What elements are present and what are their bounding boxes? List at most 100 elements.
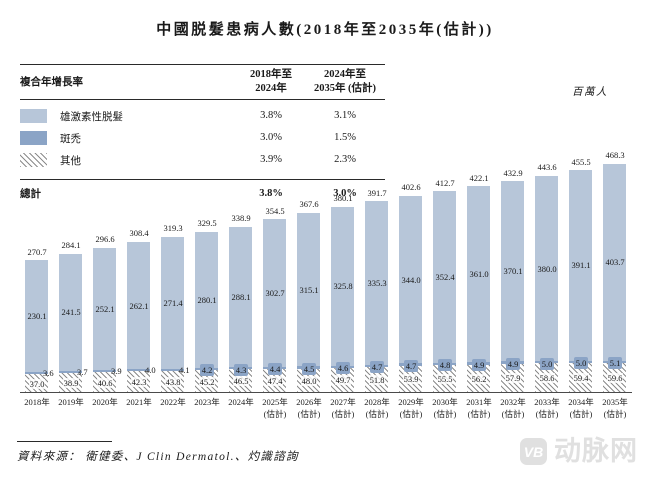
cagr-table-body: 雄激素性脱髮 3.8% 3.1% 斑禿 3.0% 1.5% 其他 3.9% 2.… xyxy=(20,100,385,177)
other-value-label: 43.8 xyxy=(164,376,182,387)
androgenetic-value-label: 361.0 xyxy=(469,269,489,280)
alopecia-value-label: 4.0 xyxy=(145,365,156,376)
other-value-label: 58.6 xyxy=(538,373,556,384)
other-value-label: 47.4 xyxy=(266,375,284,386)
cagr-header-label: 複合年增長率 xyxy=(20,77,83,89)
total-value-label: 422.1 xyxy=(469,172,489,183)
total-value-label: 308.4 xyxy=(129,228,149,239)
watermark-logo: VB 动脉网 xyxy=(520,438,638,465)
other-value-label: 51.8 xyxy=(368,374,386,385)
bar-segment-androgenetic xyxy=(331,206,354,366)
androgenetic-value-label: 315.1 xyxy=(299,284,319,295)
androgenetic-value-label: 230.1 xyxy=(27,311,47,322)
bar-segment-androgenetic xyxy=(229,226,252,368)
alopecia-value-label: 4.8 xyxy=(437,359,453,372)
estimate-suffix: (估計) xyxy=(263,408,287,419)
bar-plot: 270.7 230.1 3.6 37.0 284.1 241.5 3.7 38.9 296.6 2… xyxy=(20,150,632,393)
estimate-suffix: (估計) xyxy=(365,408,389,419)
androgenetic-value-label: 262.1 xyxy=(129,300,149,311)
legend-row-androgenetic: 雄激素性脱髮 3.8% 3.1% xyxy=(20,105,385,127)
watermark-text: 动脉网 xyxy=(554,436,638,466)
other-value-label: 45.2 xyxy=(198,376,216,387)
x-axis-label-2023年: 2023年 xyxy=(194,397,220,407)
x-axis-label-2034年: 2034年 (估計) xyxy=(564,397,598,421)
source-note: 資料來源： 衛健委、J Clin Dermatol.、灼識諮詢 xyxy=(17,441,299,464)
bar-segment-androgenetic xyxy=(297,212,320,367)
estimate-suffix: (估計) xyxy=(569,408,593,419)
estimate-suffix: (估計) xyxy=(603,408,627,419)
bar-segment-androgenetic xyxy=(59,253,82,372)
x-axis-label-2018年: 2018年 xyxy=(24,397,50,407)
cagr-value: 1.5% xyxy=(334,132,356,144)
other-value-label: 59.6 xyxy=(606,373,624,383)
legend-swatch-light-blue xyxy=(20,109,47,124)
cagr-total-label: 總計 xyxy=(20,189,41,201)
alopecia-value-label: 4.4 xyxy=(267,363,283,376)
bar-group-2028年: 391.7 335.3 4.7 51.8 xyxy=(360,150,394,392)
bar-group-2020年: 296.6 252.1 3.9 40.6 xyxy=(88,150,122,392)
alopecia-value-label: 4.9 xyxy=(505,358,521,371)
alopecia-value-label: 4.5 xyxy=(301,363,317,376)
bar-segment-androgenetic xyxy=(535,175,558,362)
x-axis-label-2019年: 2019年 xyxy=(58,397,84,407)
bar-group-2023年: 329.5 280.1 4.2 45.2 xyxy=(190,150,224,392)
bar-group-2022年: 319.3 271.4 4.1 43.8 xyxy=(156,150,190,392)
source-divider xyxy=(17,441,112,442)
bar-group-2031年: 422.1 361.0 4.9 56.2 xyxy=(462,150,496,392)
androgenetic-value-label: 380.0 xyxy=(537,263,557,274)
x-axis-label-2026年: 2026年 (估計) xyxy=(292,397,326,421)
cagr-table: 複合年增長率 2018年至 2024年 2024年至 2035年 (估計) 雄激… xyxy=(20,64,385,206)
other-value-label: 37.0 xyxy=(28,378,46,389)
x-axis-label-2027年: 2027年 (估計) xyxy=(326,397,360,421)
total-value-label: 432.9 xyxy=(503,167,523,178)
other-value-label: 57.9 xyxy=(504,373,522,384)
total-value-label: 354.5 xyxy=(265,205,285,216)
legend-swatch-dark-blue xyxy=(20,131,47,146)
total-value-label: 455.5 xyxy=(571,156,591,167)
total-value-label: 468.3 xyxy=(605,150,625,161)
alopecia-value-label: 3.7 xyxy=(77,367,88,378)
androgenetic-value-label: 252.1 xyxy=(95,303,115,314)
bar-group-2018年: 270.7 230.1 3.6 37.0 xyxy=(20,150,54,392)
legend-row-other: 其他 3.9% 2.3% xyxy=(20,149,385,171)
alopecia-value-label: 4.7 xyxy=(369,361,385,374)
x-axis-label-2024年: 2024年 xyxy=(228,397,254,407)
estimate-suffix: (估計) xyxy=(467,408,491,419)
alopecia-value-label: 4.2 xyxy=(199,364,215,377)
alopecia-value-label: 4.9 xyxy=(471,358,487,371)
bar-segment-androgenetic xyxy=(263,219,286,367)
alopecia-value-label: 5.1 xyxy=(607,357,623,370)
x-axis-label-2032年: 2032年 (估計) xyxy=(496,397,530,421)
x-axis-label-2029年: 2029年 (估計) xyxy=(394,397,428,421)
legend-label: 其他 xyxy=(60,155,81,167)
total-value-label: 329.5 xyxy=(197,218,217,229)
bar-segment-androgenetic xyxy=(365,201,388,365)
x-axis-label-2033年: 2033年 (估計) xyxy=(530,397,564,421)
cagr-total-row: 總計 3.8% 3.0% xyxy=(20,179,385,206)
alopecia-value-label: 4.6 xyxy=(335,362,351,375)
total-value-label: 443.6 xyxy=(537,162,557,173)
other-value-label: 40.6 xyxy=(96,377,114,388)
androgenetic-value-label: 403.7 xyxy=(605,257,625,268)
androgenetic-value-label: 391.1 xyxy=(571,260,591,271)
alopecia-value-label: 4.1 xyxy=(179,364,190,375)
bar-group-2029年: 402.6 344.0 4.7 53.9 xyxy=(394,150,428,392)
total-value-label: 391.7 xyxy=(367,187,387,198)
cagr-value: 3.9% xyxy=(260,154,282,166)
unit-label: 百萬人 xyxy=(572,87,608,98)
estimate-suffix: (估計) xyxy=(501,408,525,419)
bar-segment-androgenetic xyxy=(467,186,490,363)
bar-group-2019年: 284.1 241.5 3.7 38.9 xyxy=(54,150,88,392)
bar-group-2021年: 308.4 262.1 4.0 42.3 xyxy=(122,150,156,392)
cagr-total-value: 3.0% xyxy=(333,187,357,199)
bar-segment-alopecia-areata xyxy=(59,371,82,374)
x-axis-label-2030年: 2030年 (估計) xyxy=(428,397,462,421)
x-axis-label-2028年: 2028年 (估計) xyxy=(360,397,394,421)
x-axis-labels: 2018年 2019年 2020年 2021年 2022年 2023年 2024年 2025年… xyxy=(20,397,632,421)
androgenetic-value-label: 335.3 xyxy=(367,277,387,288)
bar-group-2033年: 443.6 380.0 5.0 58.6 xyxy=(530,150,564,392)
legend-row-alopecia-areata: 斑禿 3.0% 1.5% xyxy=(20,127,385,149)
bar-segment-alopecia-areata xyxy=(161,368,184,371)
bar-group-2026年: 367.6 315.1 4.5 48.0 xyxy=(292,150,326,392)
estimate-suffix: (估計) xyxy=(399,408,423,419)
